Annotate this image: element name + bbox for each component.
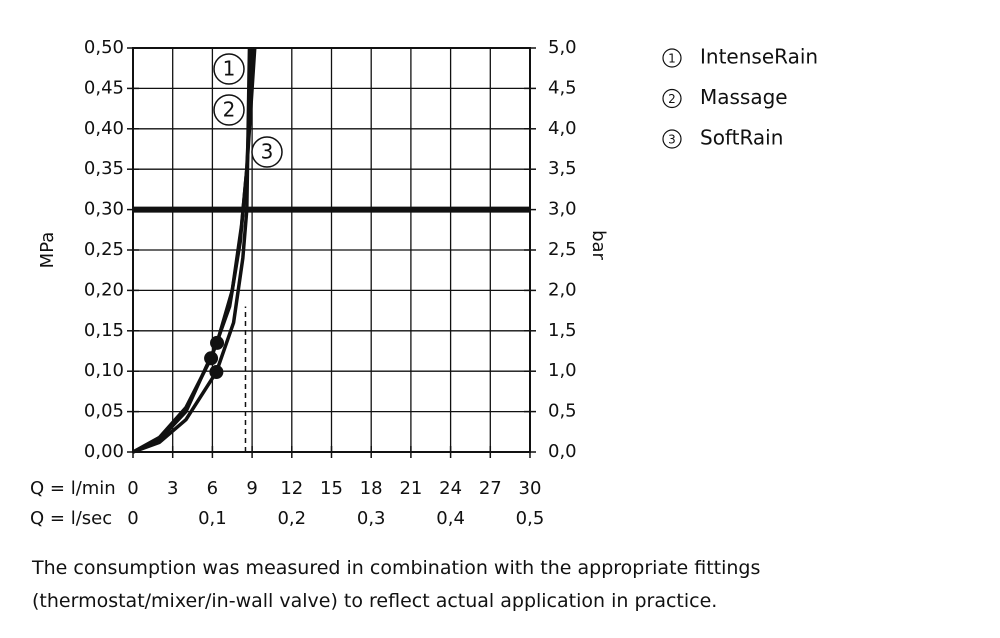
y2-tick-label: 2,5 bbox=[548, 239, 577, 260]
legend-number-circle bbox=[662, 48, 682, 68]
y-tick-label: 0,45 bbox=[84, 77, 124, 98]
y-tick-label: 0,25 bbox=[84, 239, 124, 260]
y-tick-label: 0,10 bbox=[84, 360, 124, 381]
y2-axis-label: bar bbox=[588, 230, 609, 260]
x-tick-label: 0 bbox=[127, 478, 138, 499]
legend-label: Massage bbox=[700, 85, 788, 109]
x2-tick-label: 0,4 bbox=[436, 508, 465, 529]
y-tick-label: 0,35 bbox=[84, 158, 124, 179]
series-line bbox=[132, 47, 252, 454]
series-point bbox=[209, 365, 224, 380]
y2-tick-label: 2,0 bbox=[548, 279, 577, 300]
x-tick-label: 9 bbox=[246, 478, 257, 499]
series-point bbox=[204, 351, 219, 366]
x-tick-label: 30 bbox=[519, 478, 542, 499]
y-tick-label: 0,15 bbox=[84, 320, 124, 341]
x2-tick-label: 0 bbox=[127, 508, 138, 529]
series-number: 2 bbox=[223, 98, 236, 122]
y-tick-label: 0,50 bbox=[84, 37, 124, 58]
y2-tick-label: 3,0 bbox=[548, 199, 577, 220]
x-tick-label: 21 bbox=[399, 478, 422, 499]
y2-tick-label: 1,0 bbox=[548, 360, 577, 381]
x-tick-label: 27 bbox=[479, 478, 502, 499]
x-axis-label: Q = l/min bbox=[30, 478, 116, 499]
x2-tick-label: 0,5 bbox=[516, 508, 545, 529]
series-number: 3 bbox=[261, 140, 274, 164]
x-tick-label: 18 bbox=[360, 478, 383, 499]
legend-number: 2 bbox=[668, 92, 676, 106]
y-axis-label: MPa bbox=[37, 232, 58, 269]
y2-tick-label: 0,5 bbox=[548, 401, 577, 422]
plot-frame bbox=[132, 47, 531, 453]
y2-tick-label: 0,0 bbox=[548, 441, 577, 462]
y-tick-label: 0,05 bbox=[84, 401, 124, 422]
x-tick-label: 15 bbox=[320, 478, 343, 499]
series-number-circle bbox=[251, 136, 283, 168]
x2-tick-label: 0,3 bbox=[357, 508, 386, 529]
y2-tick-label: 3,5 bbox=[548, 158, 577, 179]
x-tick-label: 24 bbox=[439, 478, 462, 499]
legend-number-circle bbox=[662, 129, 682, 149]
legend-number: 1 bbox=[668, 52, 676, 66]
legend-number: 3 bbox=[668, 133, 676, 147]
series-number-circle bbox=[213, 53, 245, 85]
series-number-circle bbox=[213, 94, 245, 126]
x2-axis-label: Q = l/sec bbox=[30, 508, 112, 529]
x2-tick-label: 0,2 bbox=[277, 508, 306, 529]
x-tick-label: 3 bbox=[167, 478, 178, 499]
legend-number-circle bbox=[662, 88, 682, 109]
y2-tick-label: 5,0 bbox=[548, 37, 577, 58]
y2-tick-label: 1,5 bbox=[548, 320, 577, 341]
legend-label: SoftRain bbox=[700, 126, 783, 150]
y-tick-label: 0,40 bbox=[84, 118, 124, 139]
footnote: The consumption was measured in combinat… bbox=[32, 557, 761, 612]
y-tick-label: 0,20 bbox=[84, 279, 124, 300]
y-tick-label: 0,30 bbox=[84, 199, 124, 220]
x-tick-label: 6 bbox=[207, 478, 218, 499]
legend-label: IntenseRain bbox=[700, 45, 818, 69]
series-number: 1 bbox=[223, 57, 236, 81]
chart: MPa bar Q = l/min Q = l/sec 0 3 6 9 12 15 18 21… bbox=[30, 37, 818, 529]
x2-tick-label: 0,1 bbox=[198, 508, 227, 529]
x-tick-label: 12 bbox=[280, 478, 303, 499]
y2-tick-label: 4,5 bbox=[548, 77, 577, 98]
y-tick-label: 0,00 bbox=[84, 441, 124, 462]
y2-tick-label: 4,0 bbox=[548, 118, 577, 139]
